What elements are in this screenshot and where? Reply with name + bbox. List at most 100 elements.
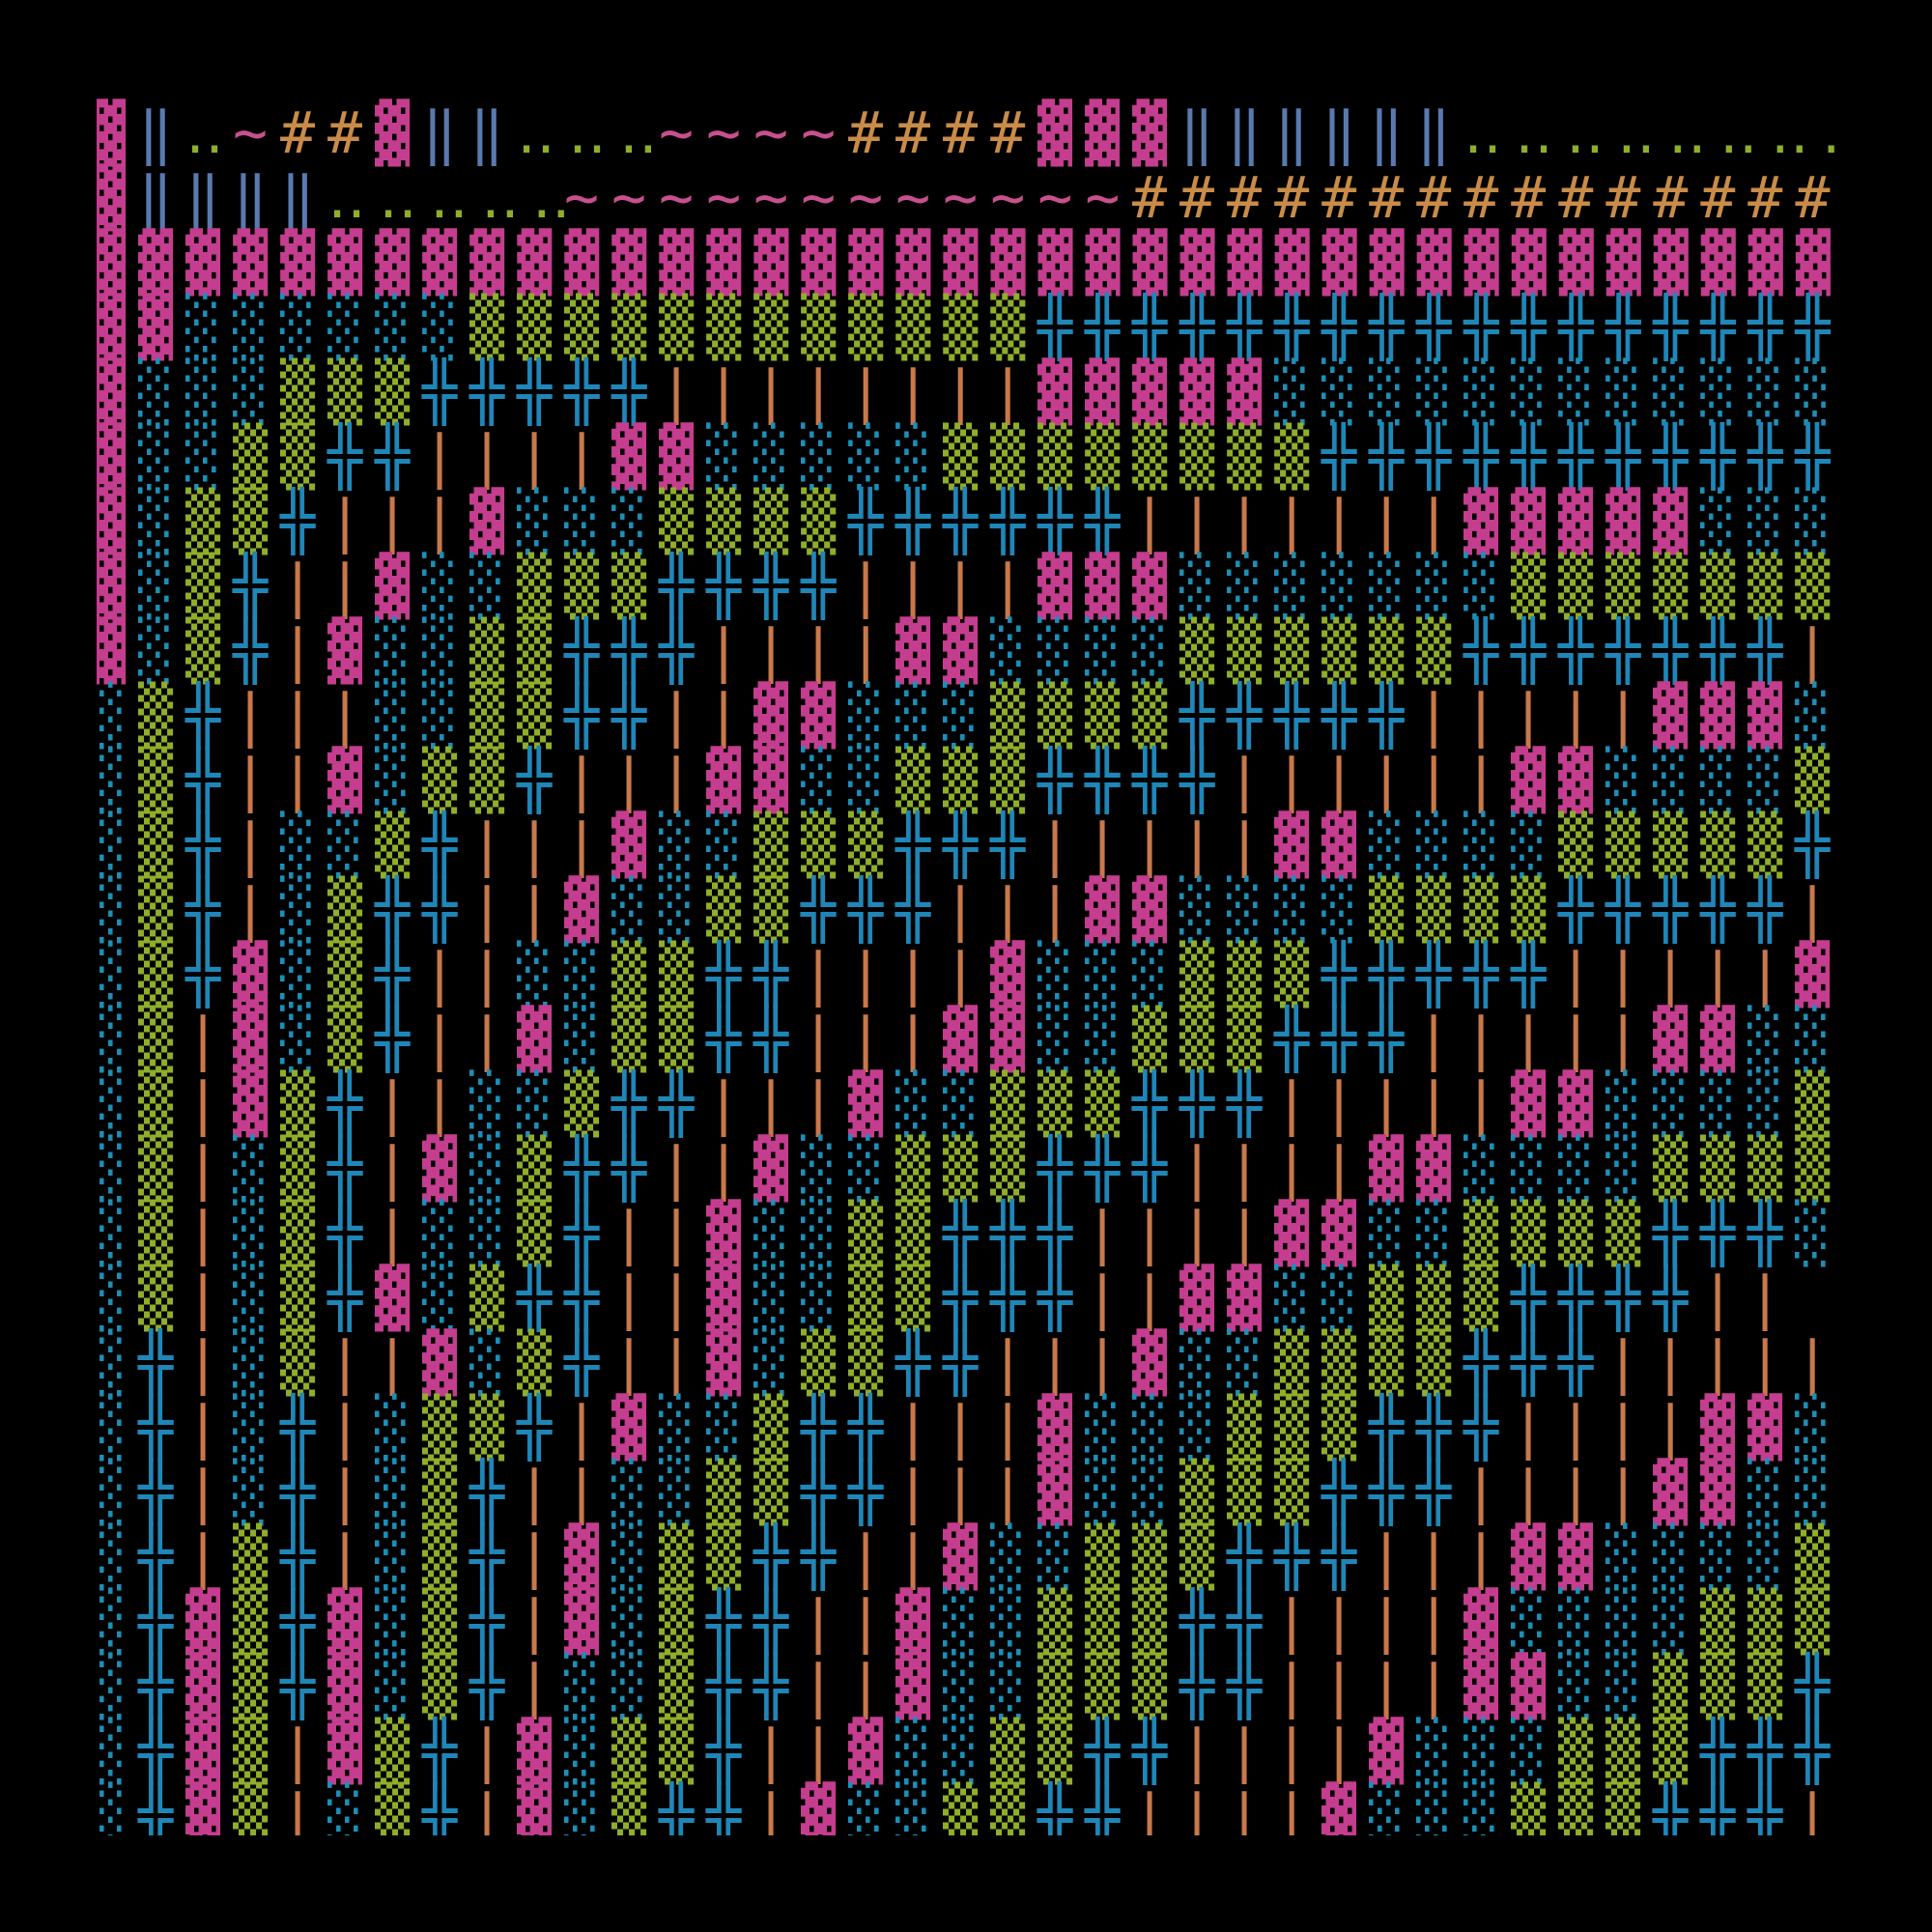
glyph-run: ▒▒▒ <box>1037 1587 1179 1656</box>
glyph-run: ▒ <box>138 1134 185 1203</box>
glyph-run: ╬╬╬ <box>1463 1327 1605 1398</box>
glyph-run: ░ <box>564 1005 611 1073</box>
glyph-run: ░ <box>564 1717 611 1785</box>
glyph-run: ▒▒▒ <box>1179 940 1321 1009</box>
glyph-run: ▒▒ <box>706 1458 801 1526</box>
glyph-run: ╬╬ <box>800 1392 895 1463</box>
glyph-run: ▓ <box>233 940 280 1009</box>
glyph-run: ░░ <box>1179 1328 1274 1397</box>
glyph-run: ▒ <box>280 1328 327 1397</box>
glyph-run: ▓ <box>91 616 138 685</box>
glyph-run: ░ <box>138 552 185 620</box>
glyph-run: ╬ <box>185 810 233 880</box>
glyph-run: ░ <box>138 616 185 685</box>
row: ▓‖‥~##▓‖‖‥‥‥~~~~####▓▓▓‖‖‖‖‖‖‥‥‥‥‥‥‥‥ <box>91 99 1873 167</box>
row: ▓░▒▒╬|||▓░░░▒▒▒▒╬╬╬╬╬╬|||||||▓▓▓▓▓░░░ <box>91 486 1842 556</box>
glyph-run: ▓▓ <box>1274 810 1369 879</box>
glyph-run: ╬╬╬ <box>895 810 1037 880</box>
row: ░╬▓▒╬▓░▒╬|░░▒╬╬||▓░░▒▒▒╬╬||||▓▓░░▒▒▒╬ <box>91 1651 1842 1721</box>
row: ░╬|░╬|░▒▒╬|▓░░▒╬╬|||▓░░░▒▒▒╬╬╬||||▓▓░ <box>91 1392 1842 1463</box>
glyph-run: ▓ <box>233 1069 280 1138</box>
glyph-run: | <box>327 1394 375 1462</box>
glyph-run: ▒ <box>422 1458 469 1526</box>
glyph-run: ░ <box>1795 1393 1842 1462</box>
glyph-run: ▓ <box>327 616 375 685</box>
glyph-run: ▒ <box>138 810 185 879</box>
glyph-run: |||||| <box>1227 747 1511 814</box>
glyph-run: ░ <box>753 1328 801 1397</box>
row: ▓░▒╬|▓░░▒▒╬╬╬||||▓▓░░░░▒▒▒▒▒▒╬╬╬╬╬╬╬| <box>91 615 1842 686</box>
glyph-run: | <box>564 1394 611 1462</box>
glyph-run: ░ <box>280 1005 327 1073</box>
glyph-run: ╬╬╬╬╬╬╬ <box>1463 615 1795 686</box>
glyph-run: ▒ <box>280 1134 327 1203</box>
glyph-run: ░ <box>91 1522 138 1591</box>
glyph-run: | <box>753 1782 801 1850</box>
glyph-run: ░ <box>375 1522 422 1591</box>
glyph-run: ▓ <box>91 99 138 167</box>
glyph-run: ╬╬╬ <box>1226 1521 1369 1592</box>
glyph-run: | <box>1795 876 1842 944</box>
glyph-run: ╬╬╬╬╬ <box>1321 939 1558 1009</box>
glyph-run: |||| <box>1511 1394 1700 1462</box>
glyph-run: ╬ <box>1794 810 1842 880</box>
glyph-run: ||||| <box>1416 1006 1653 1073</box>
glyph-run: ╬ <box>279 1392 327 1463</box>
row: ░╬|░▒||▓░▒╬||▓░▒▒╬╬|||▓░░▒▒▒▒╬╬╬||||| <box>91 1327 1842 1398</box>
glyph-run: ▒▒▒▒ <box>1369 875 1558 944</box>
glyph-run: || <box>659 1135 753 1203</box>
glyph-run: ░░░░ <box>1463 1134 1653 1203</box>
glyph-run: ▒▒▒ <box>1700 1587 1842 1656</box>
glyph-run: ░░ <box>1369 1199 1463 1267</box>
glyph-run: ╬ <box>327 1198 375 1268</box>
glyph-run: ╬ <box>279 1521 327 1592</box>
glyph-run: ▓▓ <box>611 422 706 491</box>
glyph-run: ░░ <box>801 746 895 814</box>
glyph-run: ░░ <box>943 1652 1037 1720</box>
glyph-run: ╬ <box>421 1780 469 1851</box>
glyph-run: | <box>280 1718 327 1785</box>
glyph-run: ╬╬╬ <box>1652 1780 1795 1851</box>
glyph-run: ▒ <box>327 1005 375 1073</box>
glyph-run: ╬ <box>185 874 233 945</box>
glyph-run: ▒ <box>327 875 375 944</box>
glyph-run: ░░ <box>517 940 611 1009</box>
glyph-run: ▒▒ <box>659 1522 753 1591</box>
glyph-run: ╬ <box>516 745 564 815</box>
glyph-run: ░░ <box>990 1522 1085 1591</box>
glyph-run: ▓ <box>469 487 517 555</box>
row: ▓░░░▒▒▒╬╬╬╬╬||||||||▓▓▓▓▓░░░░░░░░░░░░ <box>91 356 1842 427</box>
glyph-run: | <box>375 1200 422 1267</box>
glyph-run: ▒▒▒▒ <box>1653 1134 1842 1203</box>
row: ░▒╬|||░░▒▒╬╬||▓▓░░░▒▒▒▒╬╬╬╬╬|||||▓▓▓░ <box>91 680 1842 751</box>
glyph-run: ╬╬ <box>1179 1651 1274 1721</box>
glyph-run: ▒ <box>564 1069 611 1138</box>
glyph-run: ▓ <box>185 1652 233 1720</box>
glyph-run: || <box>801 1653 895 1720</box>
glyph-run: ▓▓▓▓▓▓▓▓▓▓▓▓▓▓▓▓▓▓▓▓▓▓▓▓▓▓▓▓▓▓▓▓▓▓▓▓▓ <box>91 228 1843 297</box>
glyph-run: ╬╬╬ <box>942 1198 1085 1268</box>
glyph-run: ▓ <box>895 1587 943 1656</box>
glyph-run: ▓ <box>375 1264 422 1332</box>
glyph-run: |||| <box>1274 1588 1463 1656</box>
glyph-run: ░ <box>375 746 422 814</box>
glyph-grid: ▓‖‥~##▓‖‖‥‥‥~~~~####▓▓▓‖‖‖‖‖‖‥‥‥‥‥‥‥‥▓‖‖… <box>91 99 1873 1851</box>
glyph-run: ░ <box>138 487 185 555</box>
glyph-run: ‖‖‖‖‖‖ <box>1179 99 1463 167</box>
glyph-run: ▓▓ <box>1700 1393 1795 1462</box>
glyph-run: ▒▒▒ <box>1227 1393 1369 1462</box>
glyph-run: ╬╬╬╬╬ <box>1557 874 1795 945</box>
glyph-run: ▓ <box>1463 1587 1511 1656</box>
glyph-run: ░ <box>233 1328 280 1397</box>
glyph-run: ░ <box>280 940 327 1009</box>
glyph-run: ▒▒ <box>706 875 801 944</box>
glyph-run: || <box>753 1718 848 1785</box>
glyph-run: ░░ <box>1037 1005 1132 1073</box>
glyph-run: ▓▓▓ <box>1653 681 1795 750</box>
glyph-run: ╬ <box>232 615 280 686</box>
glyph-run: ░ <box>327 1781 375 1850</box>
glyph-run: ▒ <box>375 810 422 879</box>
glyph-run: ╬╬╬╬ <box>1510 1263 1700 1333</box>
glyph-run: ╬╬╬╬╬╬╬╬╬╬╬ <box>1321 421 1842 492</box>
